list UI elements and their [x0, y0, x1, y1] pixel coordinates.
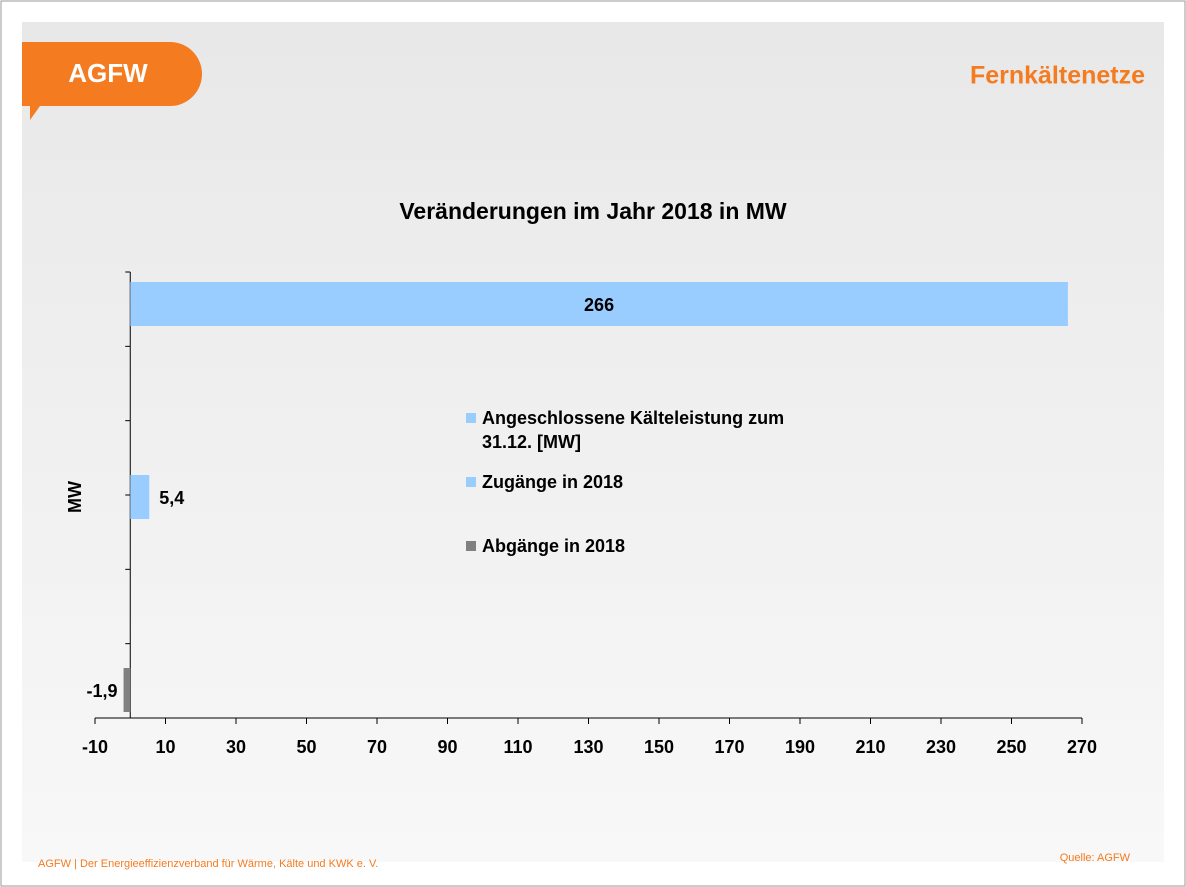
legend-label: Zugänge in 2018 — [482, 472, 624, 492]
y-axis-label: MW — [65, 481, 85, 513]
legend-swatch — [466, 477, 476, 487]
legend-item: Angeschlossene Kälteleistung zum 31.12. … — [462, 406, 812, 454]
x-tick-label: 30 — [226, 737, 246, 757]
slide-title: Fernkältenetze — [970, 62, 1145, 90]
legend-item: Abgänge in 2018 — [462, 534, 812, 558]
source: Quelle: AGFW — [1060, 852, 1131, 864]
legend-label: Angeschlossene Kälteleistung zum 31.12. … — [482, 408, 785, 452]
x-tick-label: 210 — [855, 737, 885, 757]
x-tick-label: 230 — [926, 737, 956, 757]
data-label: 5,4 — [159, 488, 184, 508]
logo-shape — [22, 42, 202, 120]
bar — [123, 668, 131, 712]
x-tick-label: 130 — [573, 737, 603, 757]
slide-background — [22, 22, 1164, 862]
legend-swatch — [466, 413, 476, 423]
bar — [130, 475, 150, 519]
legend-swatch — [466, 541, 476, 551]
x-tick-label: 150 — [644, 737, 674, 757]
logo: AGFW — [68, 58, 148, 88]
x-tick-label: 250 — [996, 737, 1026, 757]
x-tick-label: 190 — [785, 737, 815, 757]
chart-title: Veränderungen im Jahr 2018 in MW — [399, 198, 787, 224]
x-tick-label: 110 — [503, 737, 532, 757]
x-tick-label: 170 — [714, 737, 744, 757]
x-tick-label: 90 — [437, 737, 457, 757]
data-label: 266 — [584, 295, 614, 315]
legend-item: Zugänge in 2018 — [462, 470, 812, 494]
x-tick-label: -10 — [82, 737, 108, 757]
bar — [130, 282, 1068, 326]
x-tick-label: 10 — [155, 737, 175, 757]
legend: Angeschlossene Kälteleistung zum 31.12. … — [462, 406, 822, 598]
footer: AGFW | Der Energieeffizienzverband für W… — [38, 858, 378, 870]
x-tick-label: 270 — [1067, 737, 1097, 757]
legend-label: Abgänge in 2018 — [482, 536, 626, 556]
x-tick-label: 50 — [296, 737, 316, 757]
data-label: -1,9 — [87, 681, 118, 701]
x-tick-label: 70 — [367, 737, 387, 757]
